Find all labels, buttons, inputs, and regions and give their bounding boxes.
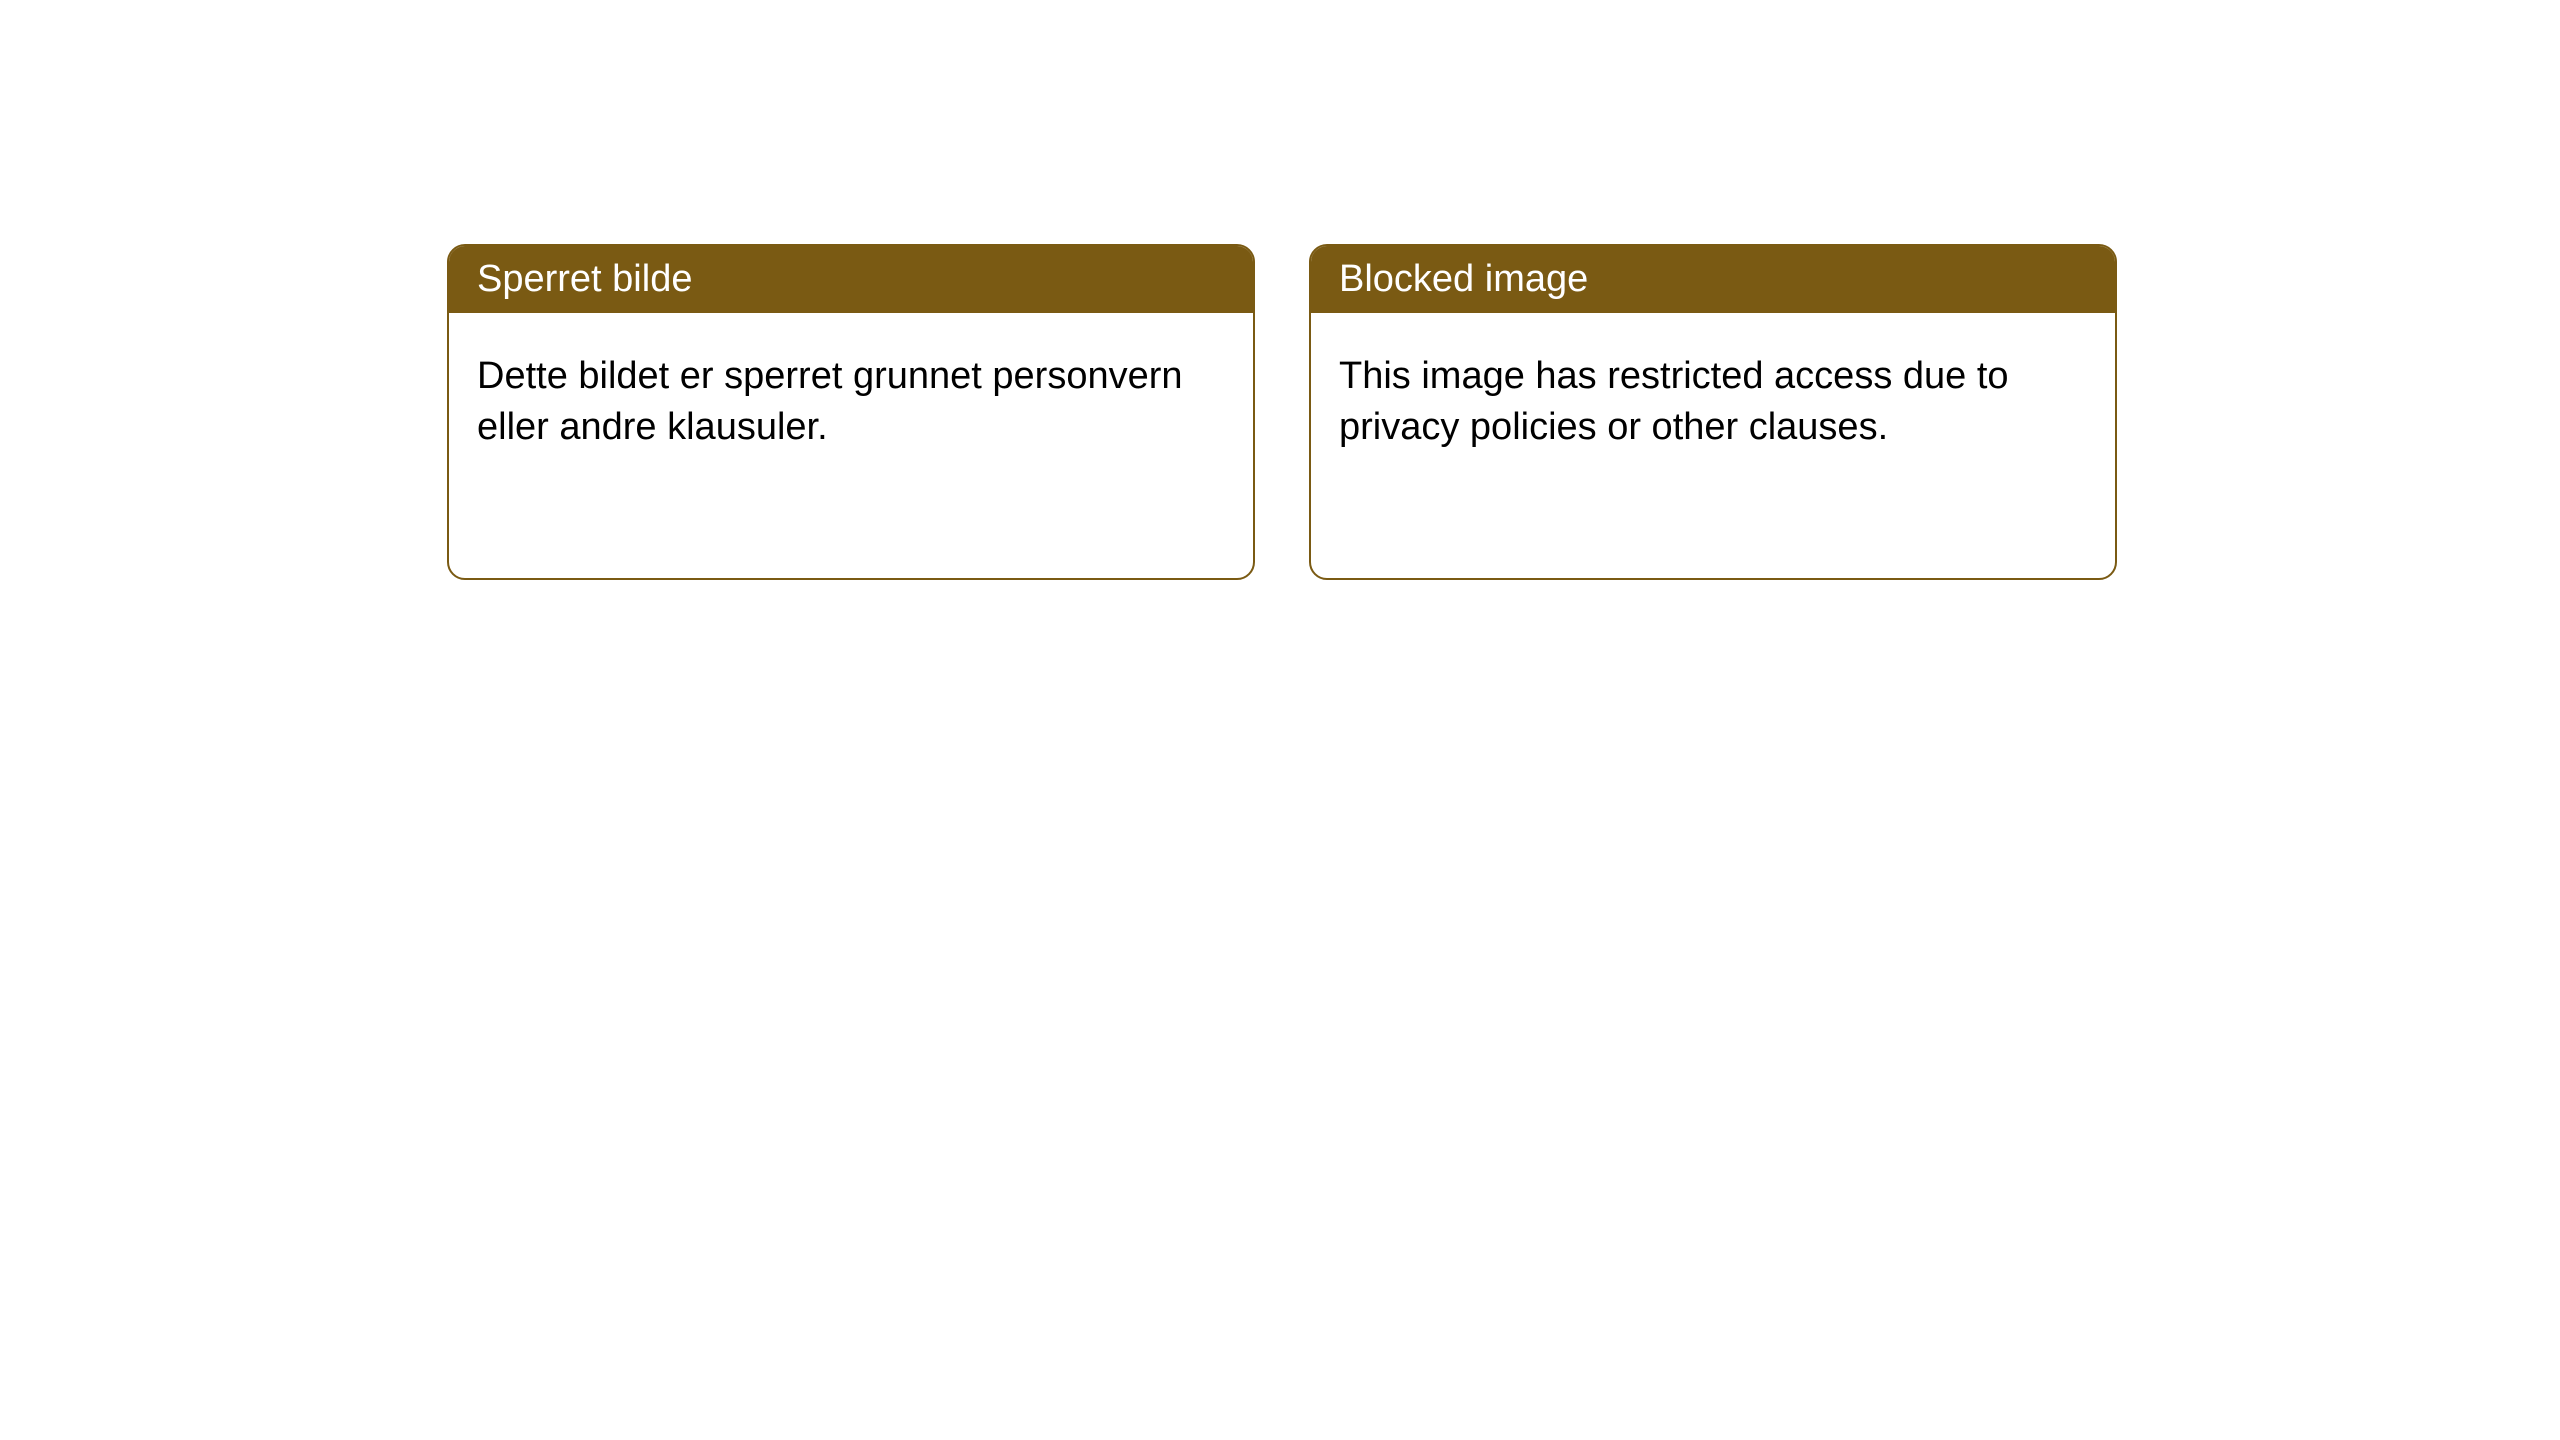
notice-container: Sperret bilde Dette bildet er sperret gr…: [0, 0, 2560, 580]
notice-header: Blocked image: [1311, 246, 2115, 313]
notice-header: Sperret bilde: [449, 246, 1253, 313]
notice-body-text: Dette bildet er sperret grunnet personve…: [449, 313, 1253, 492]
notice-card-english: Blocked image This image has restricted …: [1309, 244, 2117, 580]
notice-card-norwegian: Sperret bilde Dette bildet er sperret gr…: [447, 244, 1255, 580]
notice-body-text: This image has restricted access due to …: [1311, 313, 2115, 492]
